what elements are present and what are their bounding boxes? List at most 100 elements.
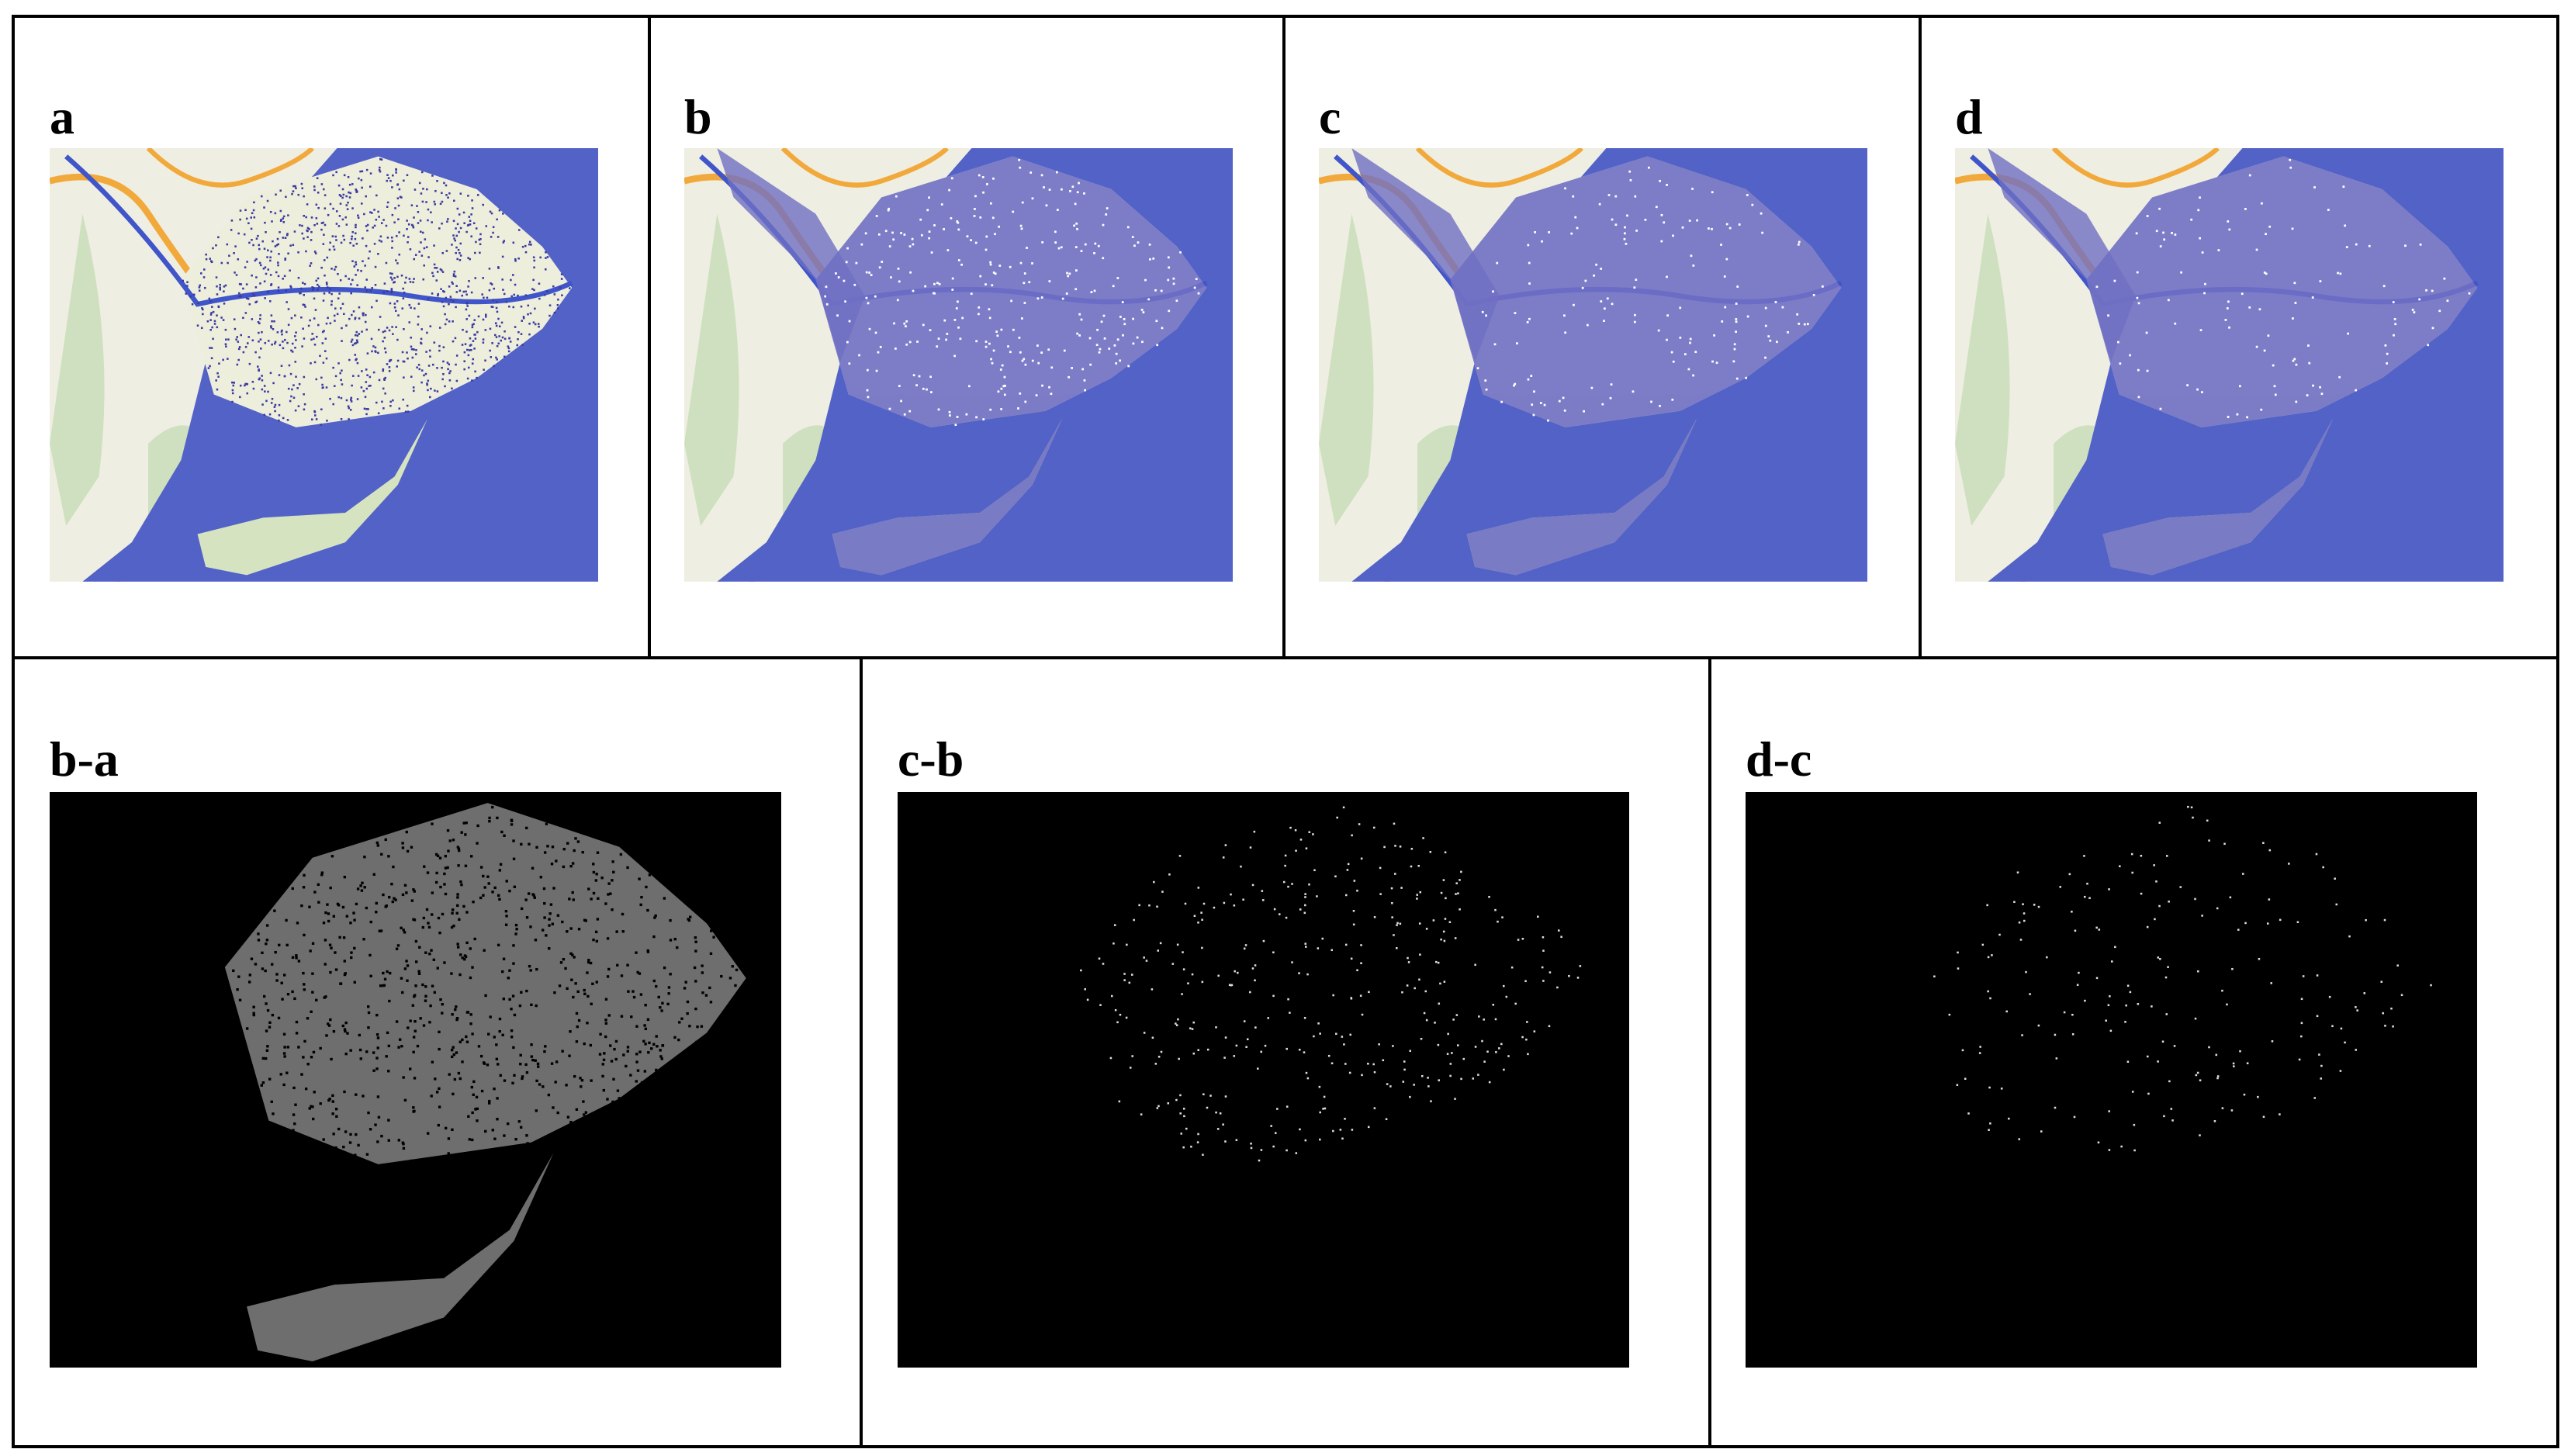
speckle — [344, 972, 347, 975]
speckle — [1131, 1055, 1133, 1057]
speckle — [1539, 402, 1542, 404]
speckle — [402, 1076, 405, 1079]
speckle — [905, 325, 907, 328]
speckle — [1760, 212, 1763, 215]
speckle — [1629, 178, 1632, 182]
speckle — [2292, 317, 2294, 320]
speckle — [279, 1073, 282, 1076]
speckle — [1399, 846, 1402, 848]
speckle — [2288, 863, 2290, 865]
speckle — [599, 1032, 602, 1036]
speckle — [825, 285, 828, 289]
speckle — [377, 328, 380, 331]
speckle — [377, 412, 380, 415]
speckle — [407, 223, 410, 226]
speckle — [334, 265, 337, 268]
speckle — [448, 1073, 451, 1076]
speckle — [517, 330, 520, 334]
speckle — [541, 929, 545, 932]
speckle — [550, 863, 554, 866]
speckle — [252, 1012, 255, 1015]
speckle — [1172, 282, 1175, 285]
speckle — [409, 281, 412, 283]
speckle — [1306, 973, 1309, 976]
speckle — [487, 1102, 491, 1105]
speckle — [422, 278, 425, 281]
speckle — [251, 318, 254, 320]
speckle — [1344, 1118, 1346, 1120]
speckle — [1474, 963, 1476, 967]
speckle — [1690, 254, 1693, 258]
speckle — [2201, 251, 2204, 254]
speckle — [650, 1047, 653, 1050]
speckle — [1303, 1051, 1306, 1053]
speckle — [367, 1026, 370, 1029]
speckle — [429, 325, 432, 327]
speckle — [574, 837, 577, 840]
speckle — [2113, 279, 2116, 282]
speckle — [490, 306, 493, 308]
speckle — [423, 865, 426, 868]
speckle — [607, 1014, 611, 1017]
speckle — [356, 341, 359, 344]
speckle — [344, 1130, 348, 1133]
speckle — [488, 1099, 491, 1103]
speckle — [2318, 1053, 2320, 1056]
speckle — [616, 963, 619, 967]
speckle — [1351, 1129, 1354, 1131]
speckle — [420, 241, 422, 244]
speckle — [1666, 338, 1668, 341]
speckle — [1587, 323, 1589, 327]
speckle — [365, 381, 368, 383]
speckle — [1317, 947, 1320, 949]
speckle — [410, 345, 413, 348]
speckle — [401, 991, 404, 994]
speckle — [370, 306, 373, 309]
speckle — [424, 994, 427, 998]
speckle — [296, 922, 299, 925]
speckle — [320, 183, 324, 185]
speckle — [282, 278, 284, 280]
speckle — [412, 918, 415, 921]
speckle — [488, 268, 491, 270]
speckle — [395, 171, 397, 174]
speckle — [1330, 1062, 1334, 1065]
speckle — [2241, 292, 2244, 296]
speckle — [1191, 973, 1194, 976]
speckle — [2108, 1110, 2110, 1112]
speckle — [450, 298, 452, 301]
speckle — [1352, 909, 1355, 912]
speckle — [432, 363, 434, 366]
speckle — [626, 1046, 630, 1049]
speckle — [389, 179, 392, 182]
speckle — [1548, 1025, 1551, 1028]
speckle — [677, 1038, 680, 1042]
speckle — [205, 253, 207, 256]
speckle — [1182, 1146, 1185, 1149]
speckle — [1666, 183, 1668, 186]
speckle — [348, 278, 350, 280]
speckle — [965, 413, 968, 416]
speckle — [520, 333, 523, 335]
speckle — [266, 199, 269, 202]
speckle — [1692, 374, 1694, 377]
speckle — [247, 222, 250, 225]
speckle — [252, 244, 254, 247]
speckle — [864, 232, 867, 235]
speckle — [337, 362, 340, 365]
speckle — [1048, 386, 1050, 389]
speckle — [488, 819, 491, 823]
speckle — [1184, 902, 1187, 905]
speckle — [398, 188, 401, 191]
speckle — [472, 1093, 475, 1096]
speckle — [382, 407, 385, 410]
speckle — [530, 244, 532, 246]
speckle — [406, 849, 410, 853]
speckle — [1143, 1032, 1146, 1034]
speckle — [247, 297, 250, 300]
speckle — [493, 287, 496, 290]
speckle — [476, 824, 479, 828]
speckle — [1488, 895, 1490, 898]
speckle — [544, 1045, 547, 1048]
speckle — [403, 234, 405, 237]
